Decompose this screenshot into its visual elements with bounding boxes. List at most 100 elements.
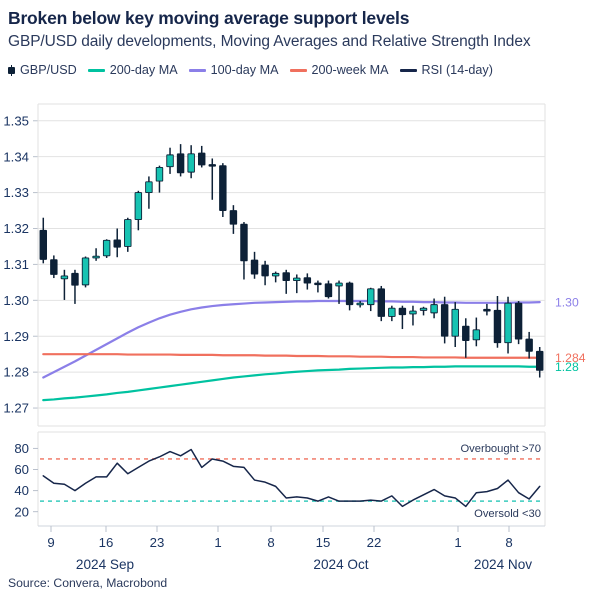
legend-item-200-day-ma[interactable]: 200-day MA	[87, 63, 178, 77]
y-axis-label: 1.33	[3, 185, 29, 200]
candle	[504, 296, 512, 354]
candle	[102, 239, 111, 258]
candle	[39, 217, 48, 264]
x-tick-label: 23	[150, 535, 165, 550]
line-icon	[87, 68, 105, 72]
candle-body	[271, 272, 280, 277]
line-icon	[289, 68, 307, 72]
candle-body	[261, 264, 269, 277]
candle	[50, 255, 58, 279]
candle	[303, 273, 312, 290]
ma-line-200-week-ma	[42, 353, 541, 359]
legend-item-rsi-14-day[interactable]: RSI (14-day)	[399, 64, 493, 77]
candle-icon	[8, 64, 15, 76]
legend-item-label: 200-day MA	[109, 63, 178, 77]
candle-body	[50, 259, 58, 275]
legend-item-label: 100-day MA	[210, 63, 279, 77]
candle-body	[282, 272, 290, 282]
x-axis: 9 16 23 1 8 15 22 1 8 2024 Sep 2024 Oct 2024 Nov	[38, 525, 545, 572]
candle	[314, 280, 322, 293]
y-axis-label: 1.28	[3, 365, 29, 380]
candle-body	[388, 307, 396, 317]
candle	[345, 281, 354, 311]
x-tick-label: 8	[505, 535, 512, 550]
page-subtitle: GBP/USD daily developments, Moving Avera…	[8, 33, 531, 50]
candle-body	[514, 302, 523, 340]
x-tick-label: 1	[214, 535, 221, 550]
candle-body	[250, 259, 259, 275]
candle-body	[71, 272, 79, 286]
page-title: Broken below key moving average support …	[8, 8, 410, 28]
candle-body	[155, 167, 164, 182]
x-tick-label: 16	[99, 535, 114, 550]
candle	[398, 305, 407, 330]
candle-body	[483, 308, 491, 312]
legend-item-100-day-ma[interactable]: 100-day MA	[188, 63, 279, 77]
candle-body	[208, 164, 217, 167]
candle-body	[335, 282, 343, 287]
candle	[113, 228, 121, 258]
moving-average-lines	[42, 299, 541, 402]
y-axis-label: 1.31	[3, 257, 29, 272]
candle	[377, 285, 386, 322]
candle	[430, 298, 438, 319]
ma-line-100-day-ma	[42, 299, 541, 379]
candle	[525, 331, 533, 359]
legend-item-gbp-usd[interactable]: GBP/USD	[8, 64, 77, 77]
candle-body	[145, 181, 153, 194]
candle	[71, 269, 79, 304]
candle	[197, 145, 206, 168]
rsi-y-axis-label: 80	[14, 441, 29, 456]
candlestick-series	[39, 144, 544, 378]
candle	[229, 205, 238, 234]
candle	[176, 144, 185, 177]
candle	[483, 303, 491, 316]
candle	[208, 158, 217, 200]
x-tick-label: 22	[367, 535, 382, 550]
x-tick-label: 8	[267, 535, 274, 550]
candle-body	[377, 288, 386, 317]
x-month-label: 2024 Nov	[474, 557, 532, 572]
candle	[124, 217, 132, 252]
x-tick-label: 9	[47, 535, 54, 550]
source-note: Source: Convera, Macrobond	[8, 576, 168, 590]
candle	[282, 269, 290, 294]
candle	[366, 287, 375, 312]
candle	[250, 251, 259, 279]
candle	[92, 248, 100, 261]
right-value-label: 1.30	[555, 296, 579, 310]
candle-body	[451, 308, 459, 337]
candle	[451, 302, 459, 347]
candle	[166, 147, 174, 174]
y-axis-label: 1.29	[3, 329, 29, 344]
candle	[240, 222, 248, 280]
candle	[388, 305, 396, 322]
candle-body	[219, 165, 227, 211]
candle	[145, 176, 153, 209]
candle-body	[462, 325, 470, 341]
candle-body	[356, 302, 364, 306]
candle-body	[324, 283, 333, 298]
y-axis-label: 1.32	[3, 221, 29, 236]
legend-item-200-week-ma[interactable]: 200-week MA	[289, 64, 389, 77]
candle-body	[525, 338, 533, 352]
candle-body	[419, 307, 428, 311]
candle-body	[535, 350, 544, 371]
candle	[440, 296, 449, 344]
candle	[293, 274, 301, 294]
candle-body	[366, 288, 375, 306]
rsi-threshold-label: Overbought >70	[460, 443, 541, 455]
candle	[514, 301, 523, 345]
candle-body	[409, 310, 417, 315]
candle-body	[229, 210, 238, 225]
candle	[419, 306, 428, 316]
candle-body	[293, 277, 301, 282]
candle-body	[60, 275, 69, 280]
candle	[409, 305, 417, 326]
candle	[134, 190, 143, 231]
candle	[324, 280, 333, 299]
candle-body	[124, 219, 132, 247]
